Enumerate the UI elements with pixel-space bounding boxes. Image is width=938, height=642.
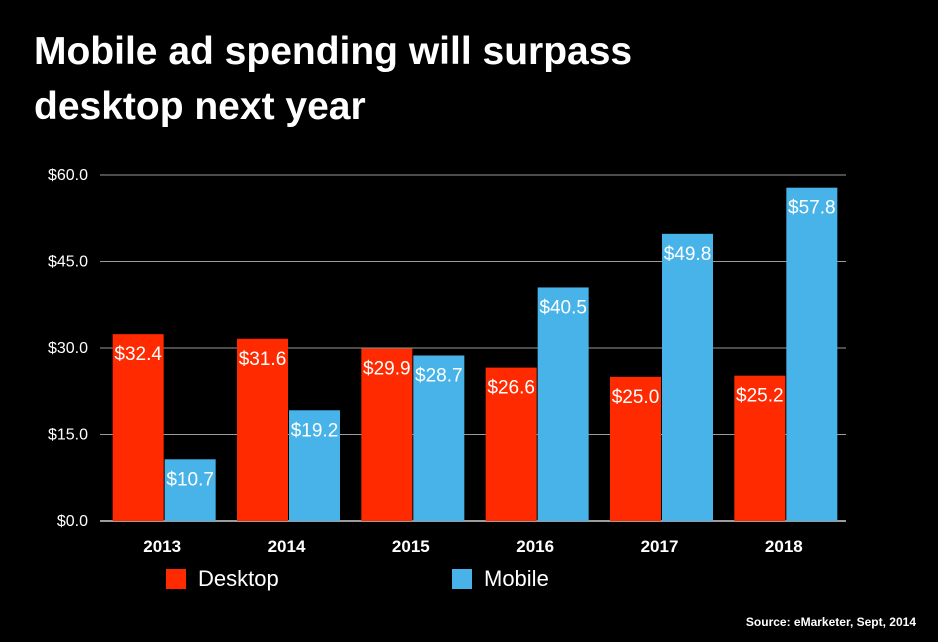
legend-swatch-desktop — [166, 569, 186, 589]
bar-desktop — [485, 367, 537, 521]
y-tick-label: $30.0 — [48, 340, 88, 357]
legend-label-mobile: Mobile — [484, 566, 549, 591]
legend-swatch-mobile — [452, 569, 472, 589]
y-tick-label: $60.0 — [48, 167, 88, 184]
bar-mobile — [413, 355, 465, 521]
y-tick-label: $15.0 — [48, 427, 88, 444]
legend-item-desktop: Desktop — [166, 566, 279, 592]
data-label-desktop: $32.4 — [114, 344, 162, 365]
x-tick-label: 2016 — [516, 537, 554, 556]
source-note: Source: eMarketer, Sept, 2014 — [745, 615, 916, 629]
x-tick-label: 2017 — [641, 537, 679, 556]
x-tick-label: 2018 — [765, 537, 803, 556]
data-label-mobile: $19.2 — [291, 420, 339, 441]
chart-title: Mobile ad spending will surpass desktop … — [34, 24, 914, 134]
data-label-mobile: $40.5 — [539, 297, 587, 318]
bar-mobile — [537, 287, 589, 521]
y-tick-label: $45.0 — [48, 254, 88, 271]
data-label-desktop: $31.6 — [239, 349, 287, 370]
data-label-mobile: $57.8 — [788, 198, 836, 219]
bar-mobile — [786, 187, 838, 522]
legend-item-mobile: Mobile — [452, 566, 549, 592]
x-tick-label: 2014 — [268, 537, 306, 556]
x-tick-label: 2015 — [392, 537, 430, 556]
data-label-mobile: $49.8 — [664, 244, 712, 265]
bar-mobile — [164, 459, 216, 521]
bar-desktop — [610, 376, 661, 521]
y-tick-label: $0.0 — [57, 513, 88, 530]
data-label-desktop: $25.2 — [736, 386, 784, 407]
data-label-mobile: $28.7 — [415, 365, 463, 386]
bar-mobile — [662, 233, 713, 521]
data-label-desktop: $29.9 — [363, 359, 411, 380]
bar-desktop — [734, 375, 786, 521]
x-tick-label: 2013 — [143, 537, 181, 556]
bar-desktop — [237, 338, 288, 521]
bar-mobile — [289, 410, 340, 521]
bar-desktop — [361, 348, 413, 521]
legend-label-desktop: Desktop — [198, 566, 279, 591]
chart-title-line-2: desktop next year — [34, 85, 366, 128]
chart-title-line-1: Mobile ad spending will surpass — [34, 30, 633, 73]
data-label-desktop: $25.0 — [612, 387, 660, 408]
data-label-desktop: $26.6 — [487, 378, 535, 399]
data-label-mobile: $10.7 — [166, 469, 214, 490]
bar-desktop — [112, 334, 164, 521]
